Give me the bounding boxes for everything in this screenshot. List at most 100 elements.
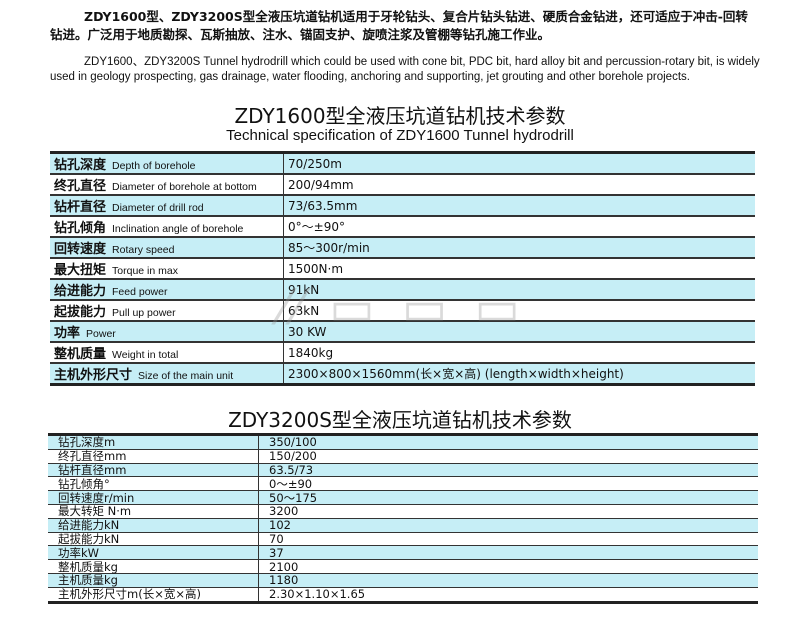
table-row: 钻孔深度m 350/100 — [48, 434, 758, 450]
param-value: 0～±90 — [258, 476, 758, 492]
param-en: Pull up power — [112, 307, 176, 319]
table-row: 钻孔倾角 Inclination angle of borehole 0°～±90° — [50, 216, 755, 238]
param-name: 起拔能力 Pull up power — [50, 300, 284, 322]
param-value: 50～175 — [258, 490, 758, 505]
param-name: 给进能力 Feed power — [50, 279, 284, 301]
table-row: 主机外形尺寸m(长×宽×高) 2.30×1.10×1.65 — [48, 587, 758, 603]
param-en: Power — [86, 328, 116, 340]
table-row: 最大扭矩 Torque in max 1500N·m — [50, 258, 755, 280]
table-row: 钻杆直径mm 63.5/73 — [48, 463, 758, 478]
param-en: Depth of borehole — [112, 160, 196, 172]
intro-english: ZDY1600、ZDY3200S Tunnel hydrodrill which… — [50, 55, 760, 85]
param-value: 70/250m — [283, 152, 755, 175]
param-value: 2.30×1.10×1.65 — [258, 587, 758, 603]
param-name: 主机外形尺寸m(长×宽×高) — [48, 587, 259, 603]
param-zh: 功率 — [54, 326, 81, 341]
param-name: 钻孔深度 Depth of borehole — [50, 152, 284, 175]
param-en: Diameter of drill rod — [112, 202, 204, 214]
param-name: 给进能力kN — [48, 518, 259, 533]
table1-subtitle: Technical specification of ZDY1600 Tunne… — [226, 127, 574, 144]
param-name: 钻孔深度m — [48, 434, 259, 450]
param-name: 主机外形尺寸 Size of the main unit — [50, 363, 284, 386]
param-value: 30 KW — [283, 321, 755, 343]
param-zh: 最大扭矩 — [54, 263, 107, 278]
intro-chinese: ZDY1600型、ZDY3200S型全液压坑道钻机适用于牙轮钻头、复合片钻头钻进… — [50, 8, 760, 44]
param-name: 整机质量 Weight in total — [50, 342, 284, 364]
param-value: 85～300r/min — [283, 237, 755, 259]
table-row: 整机质量kg 2100 — [48, 559, 758, 574]
param-value: 37 — [258, 545, 758, 561]
param-name: 功率kW — [48, 545, 259, 561]
param-zh: 钻孔深度 — [54, 158, 107, 173]
param-zh: 主机外形尺寸 — [54, 368, 133, 383]
table-row: 给进能力 Feed power 91kN — [50, 279, 755, 301]
param-name: 钻杆直径 Diameter of drill rod — [50, 195, 284, 217]
param-en: Inclination angle of borehole — [112, 223, 244, 235]
param-name: 功率 Power — [50, 321, 284, 343]
table-row: 回转速度 Rotary speed 85～300r/min — [50, 237, 755, 259]
param-name: 整机质量kg — [48, 559, 259, 574]
table-row: 整机质量 Weight in total 1840kg — [50, 342, 755, 364]
param-value: 350/100 — [258, 434, 758, 450]
param-zh: 整机质量 — [54, 347, 107, 362]
table-row: 钻孔倾角° 0～±90 — [48, 476, 758, 492]
param-zh: 回转速度 — [54, 242, 107, 257]
param-value: 1180 — [258, 573, 758, 588]
zdy1600-spec-table: 钻孔深度 Depth of borehole 70/250m 终孔直径 Diameter… — [50, 151, 755, 386]
param-name: 钻孔倾角 Inclination angle of borehole — [50, 216, 284, 238]
param-en: Feed power — [112, 286, 168, 298]
table-row: 功率 Power 30 KW — [50, 321, 755, 343]
param-en: Torque in max — [112, 265, 178, 277]
param-value: 70 — [258, 532, 758, 547]
table-row: 钻孔深度 Depth of borehole 70/250m — [50, 152, 755, 175]
param-en: Size of the main unit — [138, 370, 234, 382]
param-name: 起拔能力kN — [48, 532, 259, 547]
param-value: 150/200 — [258, 449, 758, 464]
table-row: 给进能力kN 102 — [48, 518, 758, 533]
param-value: 1500N·m — [283, 258, 755, 280]
param-value: 91kN — [283, 279, 755, 301]
param-value: 63kN — [283, 300, 755, 322]
param-name: 最大转矩 N·m — [48, 504, 259, 519]
param-zh: 起拔能力 — [54, 305, 107, 320]
param-value: 63.5/73 — [258, 463, 758, 478]
table-row: 起拔能力 Pull up power 63kN — [50, 300, 755, 322]
param-name: 钻孔倾角° — [48, 476, 259, 492]
param-value: 73/63.5mm — [283, 195, 755, 217]
table-row: 起拔能力kN 70 — [48, 532, 758, 547]
param-en: Diameter of borehole at bottom — [112, 181, 257, 193]
param-zh: 终孔直径 — [54, 179, 107, 194]
table-row: 最大转矩 N·m 3200 — [48, 504, 758, 519]
param-name: 回转速度r/min — [48, 490, 259, 505]
param-name: 终孔直径mm — [48, 449, 259, 464]
zdy3200s-spec-table: 钻孔深度m 350/100 终孔直径mm 150/200 钻杆直径mm 63.5/73 钻孔… — [48, 433, 758, 604]
param-value: 0°～±90° — [283, 216, 755, 238]
param-value: 2100 — [258, 559, 758, 574]
param-en: Weight in total — [112, 349, 179, 361]
param-name: 最大扭矩 Torque in max — [50, 258, 284, 280]
param-name: 主机质量kg — [48, 573, 259, 588]
table2-title: ZDY3200S型全液压坑道钻机技术参数 — [228, 408, 572, 432]
param-value: 2300×800×1560mm(长×宽×高) (length×width×hei… — [283, 363, 755, 386]
param-value: 200/94mm — [283, 174, 755, 196]
table-row: 主机质量kg 1180 — [48, 573, 758, 588]
param-en: Rotary speed — [112, 244, 175, 256]
table-row: 回转速度r/min 50～175 — [48, 490, 758, 505]
table-row: 终孔直径 Diameter of borehole at bottom 200/94… — [50, 174, 755, 196]
table1-title: ZDY1600型全液压坑道钻机技术参数 — [234, 104, 566, 128]
table-row: 主机外形尺寸 Size of the main unit 2300×800×1560… — [50, 363, 755, 386]
param-value: 102 — [258, 518, 758, 533]
param-value: 1840kg — [283, 342, 755, 364]
table-row: 终孔直径mm 150/200 — [48, 449, 758, 464]
intro-english-text: ZDY1600、ZDY3200S Tunnel hydrodrill which… — [50, 56, 760, 83]
intro-chinese-text: ZDY1600型、ZDY3200S型全液压坑道钻机适用于牙轮钻头、复合片钻头钻进… — [50, 9, 748, 42]
param-zh: 给进能力 — [54, 284, 107, 299]
param-zh: 钻杆直径 — [54, 200, 107, 215]
param-value: 3200 — [258, 504, 758, 519]
table-row: 功率kW 37 — [48, 545, 758, 561]
param-name: 钻杆直径mm — [48, 463, 259, 478]
param-name: 终孔直径 Diameter of borehole at bottom — [50, 174, 284, 196]
param-zh: 钻孔倾角 — [54, 221, 107, 236]
param-name: 回转速度 Rotary speed — [50, 237, 284, 259]
table-row: 钻杆直径 Diameter of drill rod 73/63.5mm — [50, 195, 755, 217]
